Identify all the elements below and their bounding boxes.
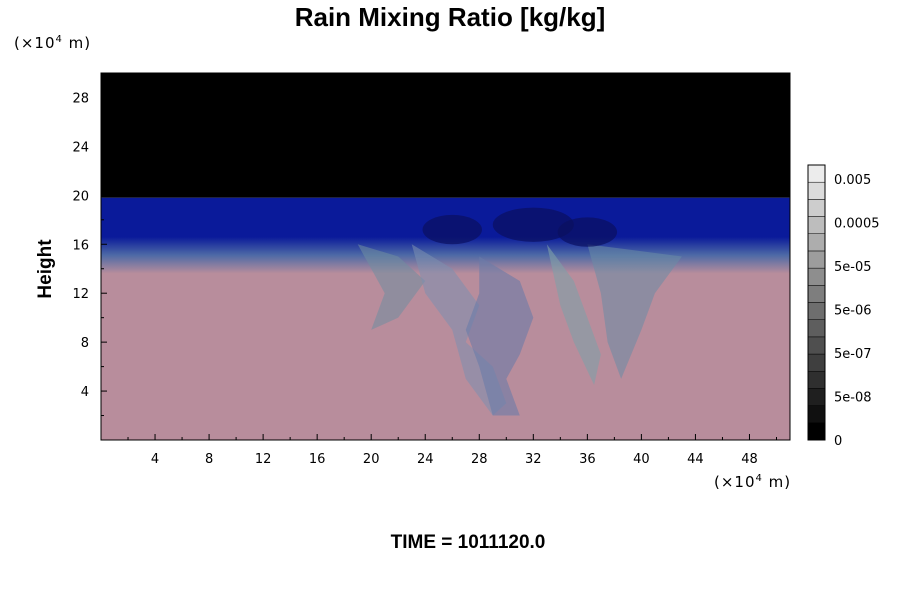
- colorbar-label-2: 5e-05: [834, 260, 872, 275]
- plot-frame: [100, 72, 791, 441]
- colorbar-swatch-6: [807, 319, 826, 338]
- time-label: TIME = 1011120.0: [390, 532, 546, 553]
- y-tick-label-28: 28: [72, 91, 89, 106]
- heatmap-plume-4: [546, 244, 601, 385]
- y-tick-label-8: 8: [81, 336, 89, 351]
- x-tick-label-8: 8: [205, 452, 213, 467]
- x-tick-label-12: 12: [255, 452, 272, 467]
- colorbar-swatch-14: [807, 181, 826, 200]
- colorbar-label-3: 5e-06: [834, 304, 872, 319]
- x-tick-label-4: 4: [151, 452, 159, 467]
- colorbar-swatch-10: [807, 250, 826, 269]
- colorbar-label-0: 0.005: [834, 173, 871, 188]
- heatmap-plume-3: [465, 256, 534, 416]
- colorbar-swatch-9: [807, 267, 826, 286]
- x-tick-label-16: 16: [309, 452, 326, 467]
- y-tick-label-24: 24: [72, 140, 89, 155]
- colorbar-swatch-3: [807, 371, 826, 389]
- colorbar-swatch-5: [807, 336, 826, 355]
- heatmap-plume-5: [587, 244, 682, 379]
- colorbar-swatch-8: [807, 285, 826, 303]
- colorbar-swatch-15: [807, 164, 826, 183]
- x-tick-label-28: 28: [471, 452, 488, 467]
- colorbar-swatch-1: [807, 405, 826, 424]
- colorbar-swatch-7: [807, 302, 826, 320]
- colorbar-swatch-11: [807, 233, 826, 252]
- colorbar-label-4: 5e-07: [834, 347, 872, 362]
- x-tick-label-36: 36: [579, 452, 596, 467]
- heatmap-plume-1: [357, 244, 426, 330]
- x-tick-label-20: 20: [363, 452, 380, 467]
- y-unit-label: (×104 m): [14, 34, 92, 52]
- colorbar-swatch-13: [807, 199, 826, 217]
- colorbar-frame: [807, 164, 826, 441]
- chart-title: Rain Mixing Ratio [kg/kg]: [294, 2, 606, 32]
- colorbar-swatch-4: [807, 353, 826, 372]
- y-tick-label-16: 16: [72, 238, 89, 253]
- heatmap-pocket-2: [492, 207, 574, 242]
- heatmap-pocket-1: [422, 214, 482, 245]
- colorbar-label-1: 0.0005: [834, 217, 880, 232]
- x-tick-label-32: 32: [525, 452, 542, 467]
- colorbar-label-6: 0: [834, 434, 842, 449]
- y-tick-label-20: 20: [72, 189, 89, 204]
- x-tick-label-44: 44: [687, 452, 704, 467]
- x-tick-label-24: 24: [417, 452, 434, 467]
- x-unit-label: (×104 m): [714, 473, 792, 491]
- x-tick-label-40: 40: [633, 452, 650, 467]
- colorbar-label-5: 5e-08: [834, 391, 872, 406]
- x-tick-label-48: 48: [741, 452, 758, 467]
- y-tick-label-12: 12: [72, 287, 89, 302]
- heatmap-layer-top: [101, 73, 790, 198]
- y-tick-label-4: 4: [81, 385, 89, 400]
- colorbar-swatch-12: [807, 216, 826, 234]
- heatmap-pocket-3: [557, 217, 618, 247]
- colorbar-swatch-0: [807, 422, 826, 441]
- colorbar-swatch-2: [807, 388, 826, 406]
